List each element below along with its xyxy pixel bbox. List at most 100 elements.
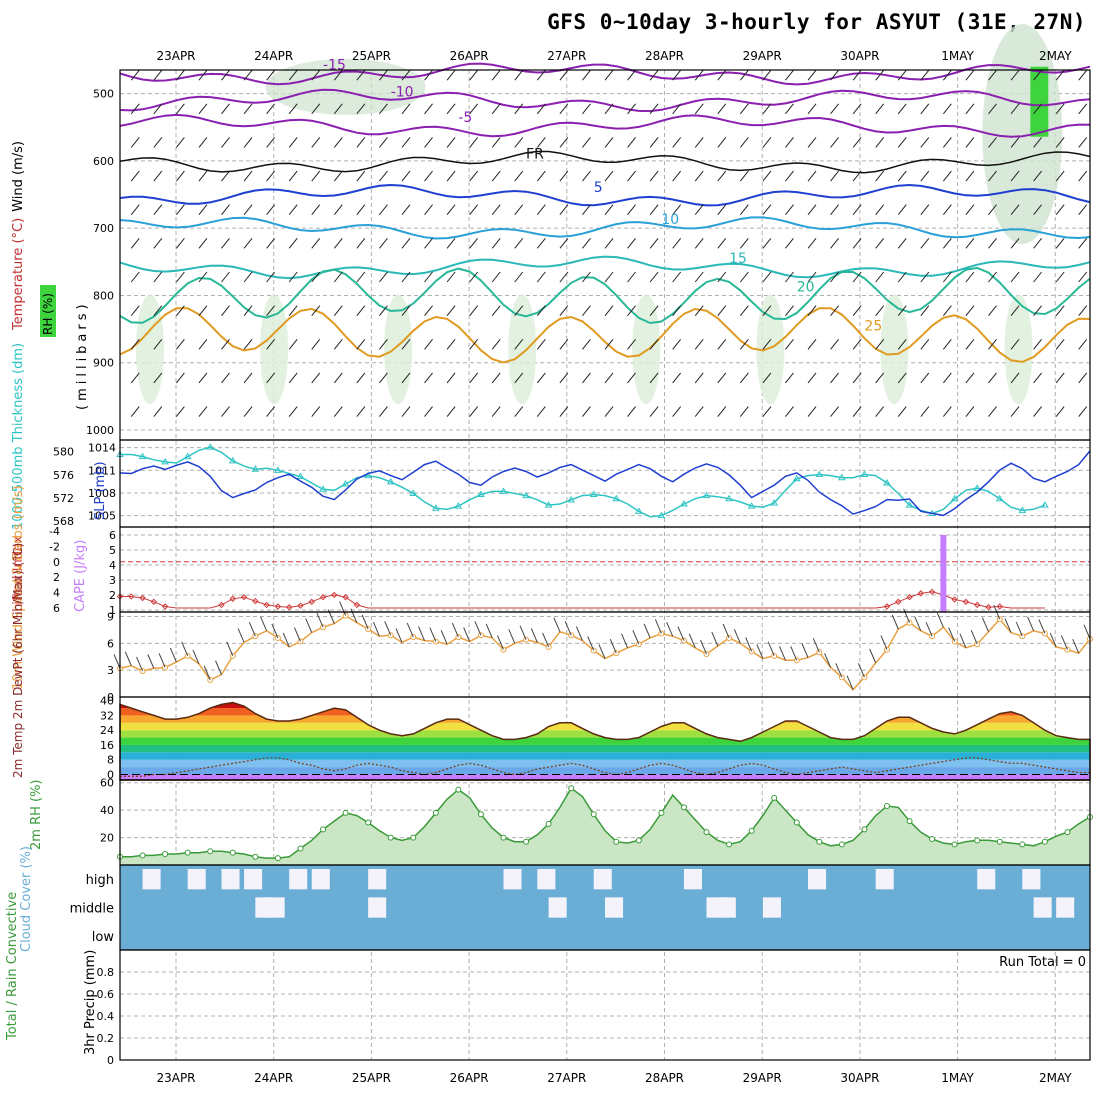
rh-point	[229, 849, 236, 856]
lifted-tick: -2	[49, 540, 60, 553]
wind-barb	[401, 69, 411, 81]
wind-barb	[361, 614, 369, 630]
wind-barb	[153, 305, 163, 316]
wind-barb	[717, 103, 727, 115]
wind-barb	[694, 305, 704, 316]
wind-barb	[785, 170, 794, 182]
wind-barb	[469, 305, 479, 316]
wind-barb	[807, 372, 817, 384]
wind-barb	[649, 372, 659, 384]
thickness-tick: 572	[53, 492, 74, 505]
wind-barb	[215, 660, 222, 675]
isotherm-line	[119, 183, 1091, 207]
wind-barb	[356, 338, 366, 350]
wind-barb	[897, 103, 907, 115]
wind-barb	[553, 617, 561, 632]
wind-barb	[536, 406, 546, 417]
lifted-point	[962, 598, 970, 606]
wind-barb	[536, 238, 546, 249]
wind-barb	[807, 305, 817, 316]
wind-barb	[469, 103, 479, 115]
wind-barb	[559, 204, 569, 216]
wind-barb	[288, 406, 298, 417]
wind-barb	[785, 372, 794, 384]
wind-barb	[835, 663, 843, 678]
wind-barb	[988, 271, 997, 283]
wind-barb	[113, 654, 121, 669]
wind-barb	[1060, 635, 1068, 650]
wind-barb	[288, 103, 298, 115]
wind-barb	[288, 372, 298, 384]
isotherm-line	[119, 266, 1091, 325]
wind-barb	[176, 372, 185, 384]
wind-barb	[694, 170, 704, 182]
wind-barb	[672, 204, 682, 216]
lifted-point	[274, 603, 282, 610]
wind-barb	[627, 372, 636, 384]
date-label-top: 26APR	[450, 49, 489, 63]
wind-barb	[379, 137, 388, 148]
pressure-tick: 800	[93, 289, 114, 302]
thickness-point	[905, 501, 914, 508]
wind-barb	[130, 305, 140, 316]
wind-barb	[897, 170, 907, 182]
isotherm-label: -5	[458, 110, 472, 126]
wind-barb	[694, 69, 704, 81]
wind-barb	[198, 103, 208, 115]
precip-right-label: 3hr Precip (mm)	[83, 950, 98, 1055]
wind-barb	[379, 69, 388, 81]
wind-barb	[700, 639, 707, 655]
wind-barb	[519, 625, 527, 640]
date-label-top: 24APR	[254, 49, 293, 63]
wind-barb	[424, 406, 433, 417]
cloud-gap	[593, 869, 612, 890]
rh-point	[387, 834, 394, 841]
wind-barb	[266, 338, 276, 350]
rh-line	[120, 787, 1091, 859]
wind-barb	[536, 372, 546, 384]
wind-barb	[1010, 372, 1020, 384]
wind-barb	[587, 636, 595, 651]
rh-point	[883, 803, 890, 810]
precip-tick: 0.2	[97, 1032, 115, 1045]
wind-barb	[294, 627, 301, 642]
wind-barb	[198, 170, 208, 182]
wind-barb	[1055, 137, 1065, 148]
thickness-point	[567, 495, 576, 503]
date-label-top: 27APR	[547, 49, 586, 63]
wind-barb	[604, 372, 614, 384]
wind-barb	[401, 305, 411, 316]
wind-barb	[672, 238, 682, 249]
wind-barb	[1010, 69, 1020, 81]
wind-barb	[124, 651, 132, 666]
wind-barb	[582, 338, 591, 350]
wind-barb	[627, 137, 636, 148]
pressure-tick: 500	[93, 88, 114, 101]
thickness-point	[544, 501, 553, 508]
thickness-point	[883, 479, 891, 486]
wind-barb	[891, 614, 899, 630]
wind-barb	[1055, 69, 1065, 81]
temp-tick: 24	[100, 724, 114, 737]
wind-barb	[801, 643, 809, 658]
date-label-top: 29APR	[743, 49, 782, 63]
rh-point	[748, 827, 755, 834]
wind-barb	[903, 608, 910, 623]
wind-barb	[440, 630, 448, 645]
precip-tick: 0	[107, 1054, 114, 1067]
wind-barb	[130, 204, 140, 216]
rh-point	[996, 838, 1003, 845]
upper-axis-label: Temperature (°C) Wind (m/s)	[11, 141, 26, 331]
wind-barb	[677, 626, 685, 641]
wind-barb	[203, 665, 211, 681]
wind-barb	[288, 238, 298, 249]
wind-barb	[559, 137, 569, 148]
wind-barb	[446, 271, 456, 283]
temperature-label: Temperature (°C)	[11, 218, 26, 331]
wind-barb	[446, 338, 456, 350]
wind-barb	[812, 638, 820, 653]
date-label-bottom: 26APR	[450, 1071, 489, 1085]
wind-barb	[418, 626, 425, 641]
wind-barb	[446, 372, 456, 384]
rh-point	[929, 835, 936, 842]
